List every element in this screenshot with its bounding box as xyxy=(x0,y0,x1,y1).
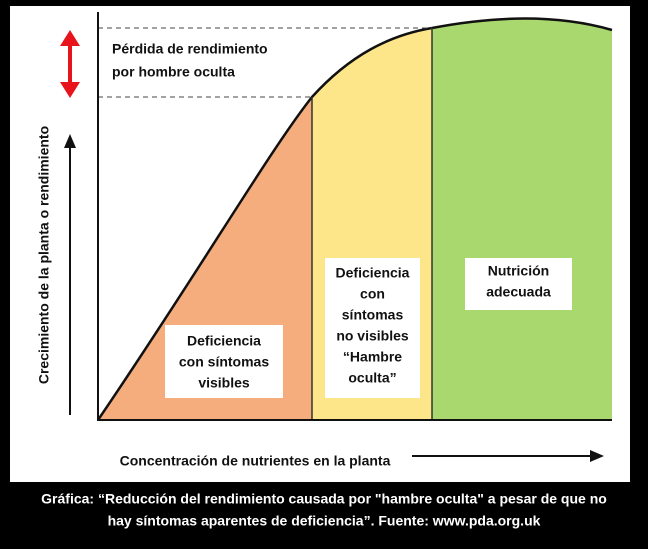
region-label: no visibles xyxy=(336,328,409,344)
region-label: oculta” xyxy=(348,370,396,386)
region-label: visibles xyxy=(198,375,250,391)
caption: hay síntomas aparentes de deficiencia”. … xyxy=(108,513,541,529)
region-adequate xyxy=(432,18,612,420)
label-box xyxy=(325,258,420,398)
y-axis-label: Crecimiento de la planta o rendimiento xyxy=(36,126,52,384)
region-label: Deficiencia xyxy=(187,333,261,349)
red-double-arrow xyxy=(60,30,80,98)
region-label: Deficiencia xyxy=(336,265,410,281)
up-arrow xyxy=(64,134,76,415)
region-label: “Hambre xyxy=(343,349,402,365)
region-label: con xyxy=(360,286,385,302)
loss-label: por hombre oculta xyxy=(112,64,235,80)
label-box xyxy=(165,325,283,398)
loss-label: Pérdida de rendimiento xyxy=(112,41,268,57)
caption: Gráfica: “Reducción del rendimiento caus… xyxy=(41,491,607,507)
region-label: Nutrición xyxy=(488,263,549,279)
region-label: con síntomas xyxy=(179,354,269,370)
label-box xyxy=(465,258,572,310)
curve xyxy=(96,17,613,421)
region-label: síntomas xyxy=(342,307,404,323)
region-label: adecuada xyxy=(486,284,551,300)
x-axis-label: Concentración de nutrientes en la planta xyxy=(120,453,391,469)
right-arrow xyxy=(412,450,604,462)
region-labels: Deficiencia con síntomas visibles Deficienc… xyxy=(165,258,572,398)
